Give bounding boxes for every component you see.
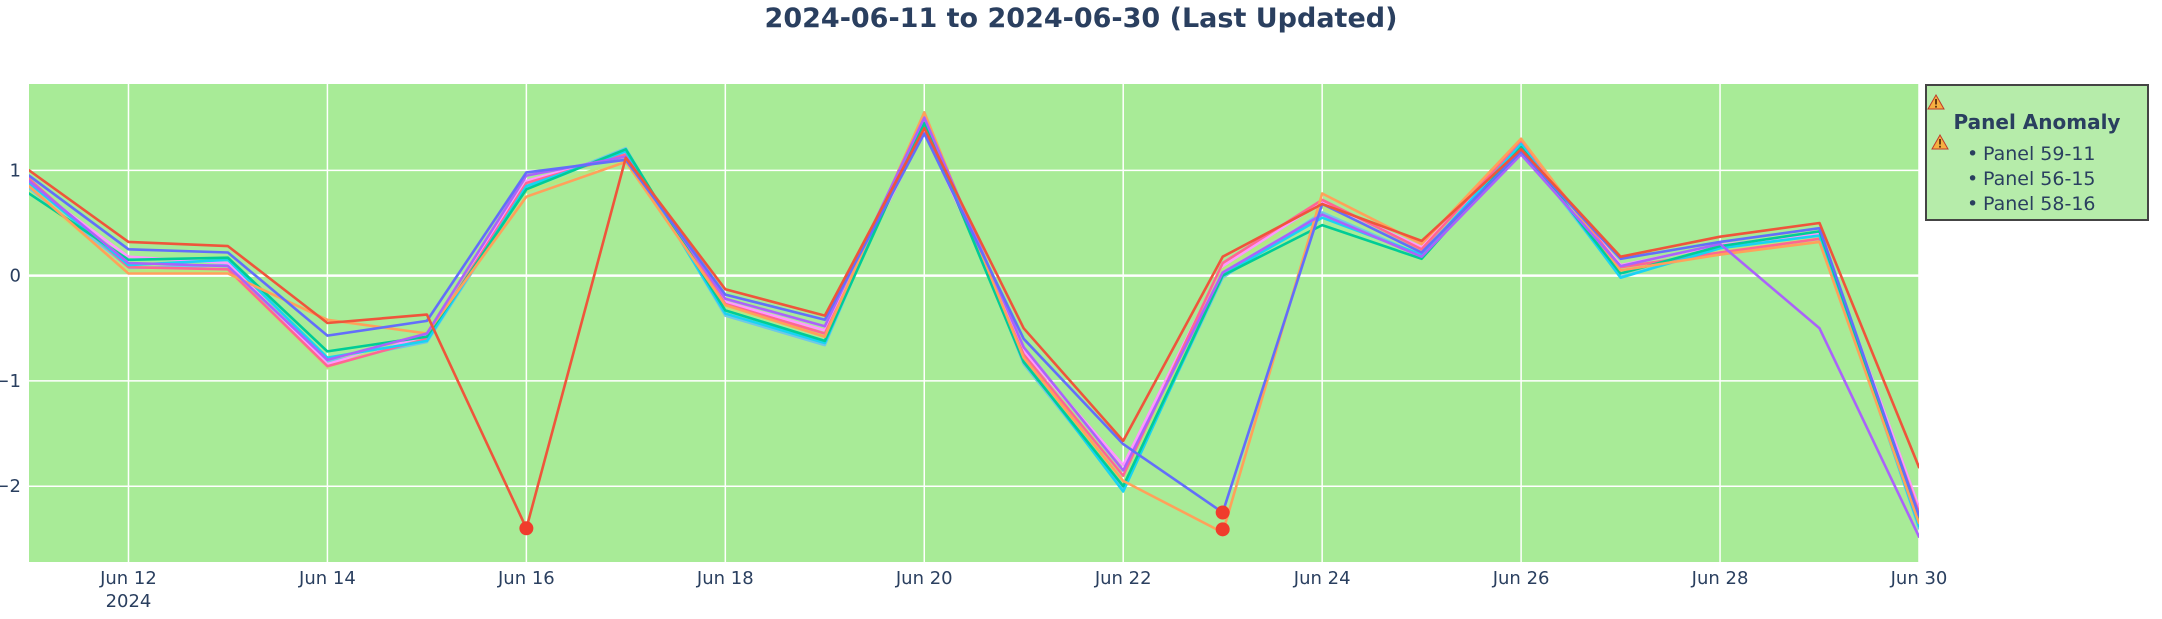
x-tick-label: Jun 22 (1094, 568, 1152, 589)
grid-lines (29, 84, 1920, 562)
anomaly-marker (1215, 522, 1230, 537)
series-line (29, 126, 1919, 530)
series-line (29, 121, 1919, 520)
x-tick-label: Jun 30 (1890, 568, 1948, 589)
legend-list: • Panel 59-11 • Panel 56-15 • Panel 58-16 (1967, 142, 2096, 217)
legend-item: • Panel 58-16 (1967, 193, 2096, 215)
series-lines (29, 111, 1919, 539)
anomaly-legend: Panel Anomaly • Panel 59-11 • Panel 56-15 … (1925, 84, 2149, 221)
chart-title: 2024-06-11 to 2024-06-30 (Last Updated) (765, 3, 1398, 34)
x-tick-year-label: 2024 (106, 591, 152, 612)
series-line (29, 132, 1919, 518)
anomaly-marker (519, 521, 534, 536)
series-line (29, 116, 1919, 539)
warning-icon (1931, 134, 1949, 150)
anomaly-marker (1215, 505, 1230, 520)
x-tick-label: Jun 24 (1293, 568, 1351, 589)
legend-item: • Panel 56-15 (1967, 168, 2096, 190)
legend-item: • Panel 59-11 (1967, 143, 2096, 165)
warning-icon (1927, 94, 1945, 110)
y-tick-label: 1 (10, 160, 21, 181)
x-tick-label: Jun 18 (696, 568, 754, 589)
legend-title: Panel Anomaly (1927, 94, 2147, 150)
legend-title-text: Panel Anomaly (1953, 110, 2121, 134)
y-tick-label: −1 (0, 371, 21, 392)
x-tick-label: Jun 12 (99, 568, 157, 589)
x-tick-label: Jun 20 (895, 568, 953, 589)
x-tick-label: Jun 26 (1492, 568, 1550, 589)
y-tick-label: −2 (0, 476, 21, 497)
y-tick-label: 0 (10, 266, 21, 287)
x-tick-label: Jun 14 (298, 568, 356, 589)
x-tick-label: Jun 28 (1691, 568, 1749, 589)
plot-area: 1 0 −1 −2 Jun 12 Jun 14 Jun 16 Jun 18 Jun 20 Jun … (0, 84, 1947, 612)
x-tick-label: Jun 16 (497, 568, 555, 589)
